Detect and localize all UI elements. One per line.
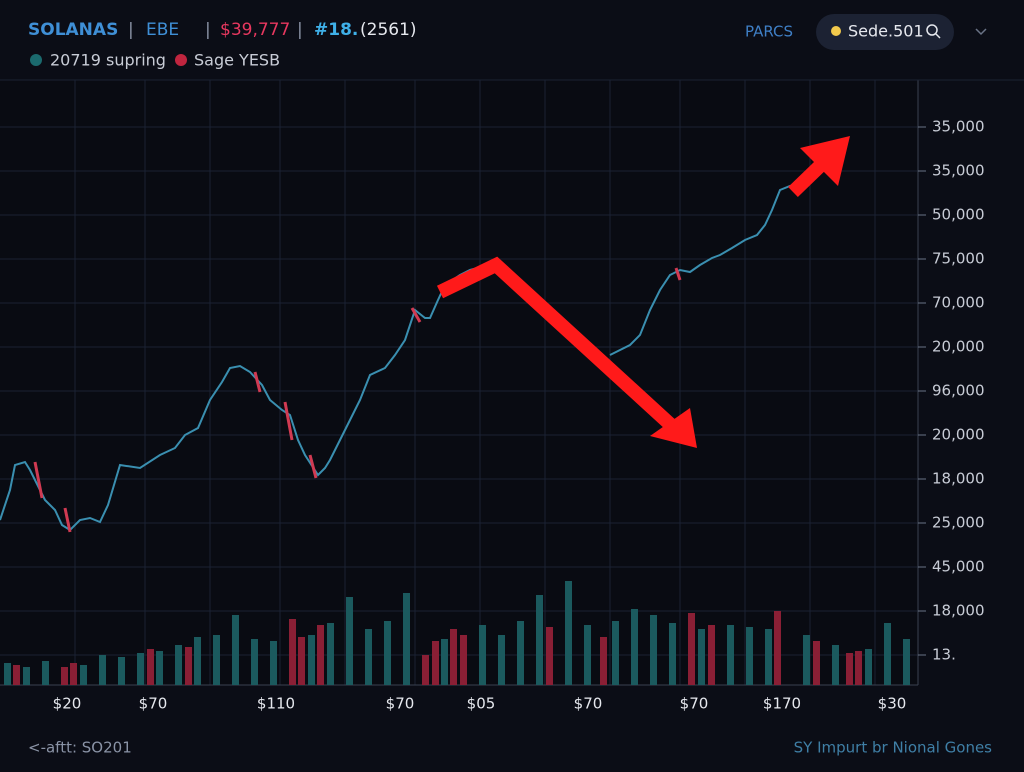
x-tick-label: $05 <box>467 695 496 713</box>
x-axis: $20 $70 $110 $70 $05 $70 $70 $170 $30 <box>53 695 907 713</box>
x-tick-label: $70 <box>574 695 603 713</box>
y-tick-label: 45,000 <box>932 558 985 576</box>
y-tick-label: 20,000 <box>932 338 985 356</box>
y-axis: 35,000 35,000 50,000 75,000 70,000 20,000 96,0… <box>918 118 985 664</box>
x-tick-label: $110 <box>257 695 295 713</box>
y-tick-label: 75,000 <box>932 250 985 268</box>
chevron[interactable] <box>975 28 987 36</box>
legend-label: 20719 supring <box>50 51 166 70</box>
legend: 20719 supring Sage YESB <box>30 51 280 70</box>
chart-area <box>0 80 918 685</box>
volume-bars-down <box>13 611 862 685</box>
volume-bars-up <box>4 581 910 685</box>
legend-label: Sage YESB <box>194 51 280 70</box>
search-text[interactable]: Sede.501 <box>848 22 924 41</box>
arrow-down <box>436 256 677 432</box>
x-tick-label: $70 <box>680 695 709 713</box>
y-tick-label: 18,000 <box>932 602 985 620</box>
rank: #18. <box>314 20 358 40</box>
footer-left: <-aftt: SO201 <box>28 739 132 757</box>
footer-right: SY Impurt br Nional Gones <box>794 739 993 757</box>
x-tick-label: $30 <box>878 695 907 713</box>
grid-vertical <box>74 80 876 685</box>
price: $39,777 <box>220 20 290 40</box>
search-pill[interactable] <box>816 14 954 50</box>
grid-horizontal <box>0 126 918 656</box>
arrow-down-head <box>650 408 697 448</box>
status-dot <box>831 26 841 36</box>
price-line-2 <box>609 184 796 356</box>
menu[interactable]: PARCS <box>745 23 793 41</box>
search-icon-handle <box>935 33 941 39</box>
y-tick-label: 50,000 <box>932 206 985 224</box>
symbol: SOLANAS <box>28 20 118 40</box>
y-tick-label: 70,000 <box>932 294 985 312</box>
legend-dot <box>30 54 42 66</box>
arrow-up <box>788 158 827 198</box>
y-tick-label: 20,000 <box>932 426 985 444</box>
y-tick-label: 13. <box>932 646 956 664</box>
y-tick-label: 35,000 <box>932 162 985 180</box>
y-tick-label: 18,000 <box>932 470 985 488</box>
separator: | <box>128 20 134 40</box>
x-tick-label: $70 <box>386 695 415 713</box>
x-tick-label: $70 <box>139 695 168 713</box>
count: (2561) <box>360 20 417 40</box>
legend-dot <box>175 54 187 66</box>
grid <box>0 80 918 685</box>
y-tick-label: 25,000 <box>932 514 985 532</box>
separator: | <box>205 20 211 40</box>
red-candles <box>33 267 682 533</box>
y-tick-label: 35,000 <box>932 118 985 136</box>
header: SOLANAS | EBE | $39,777 | #18. (2561) PA… <box>28 14 987 50</box>
arrow-up-head <box>800 136 850 186</box>
pair: EBE <box>146 20 179 40</box>
x-tick-label: $20 <box>53 695 82 713</box>
separator: | <box>297 20 303 40</box>
x-tick-label: $170 <box>763 695 801 713</box>
y-tick-label: 96,000 <box>932 382 985 400</box>
search-icon[interactable] <box>926 24 938 36</box>
